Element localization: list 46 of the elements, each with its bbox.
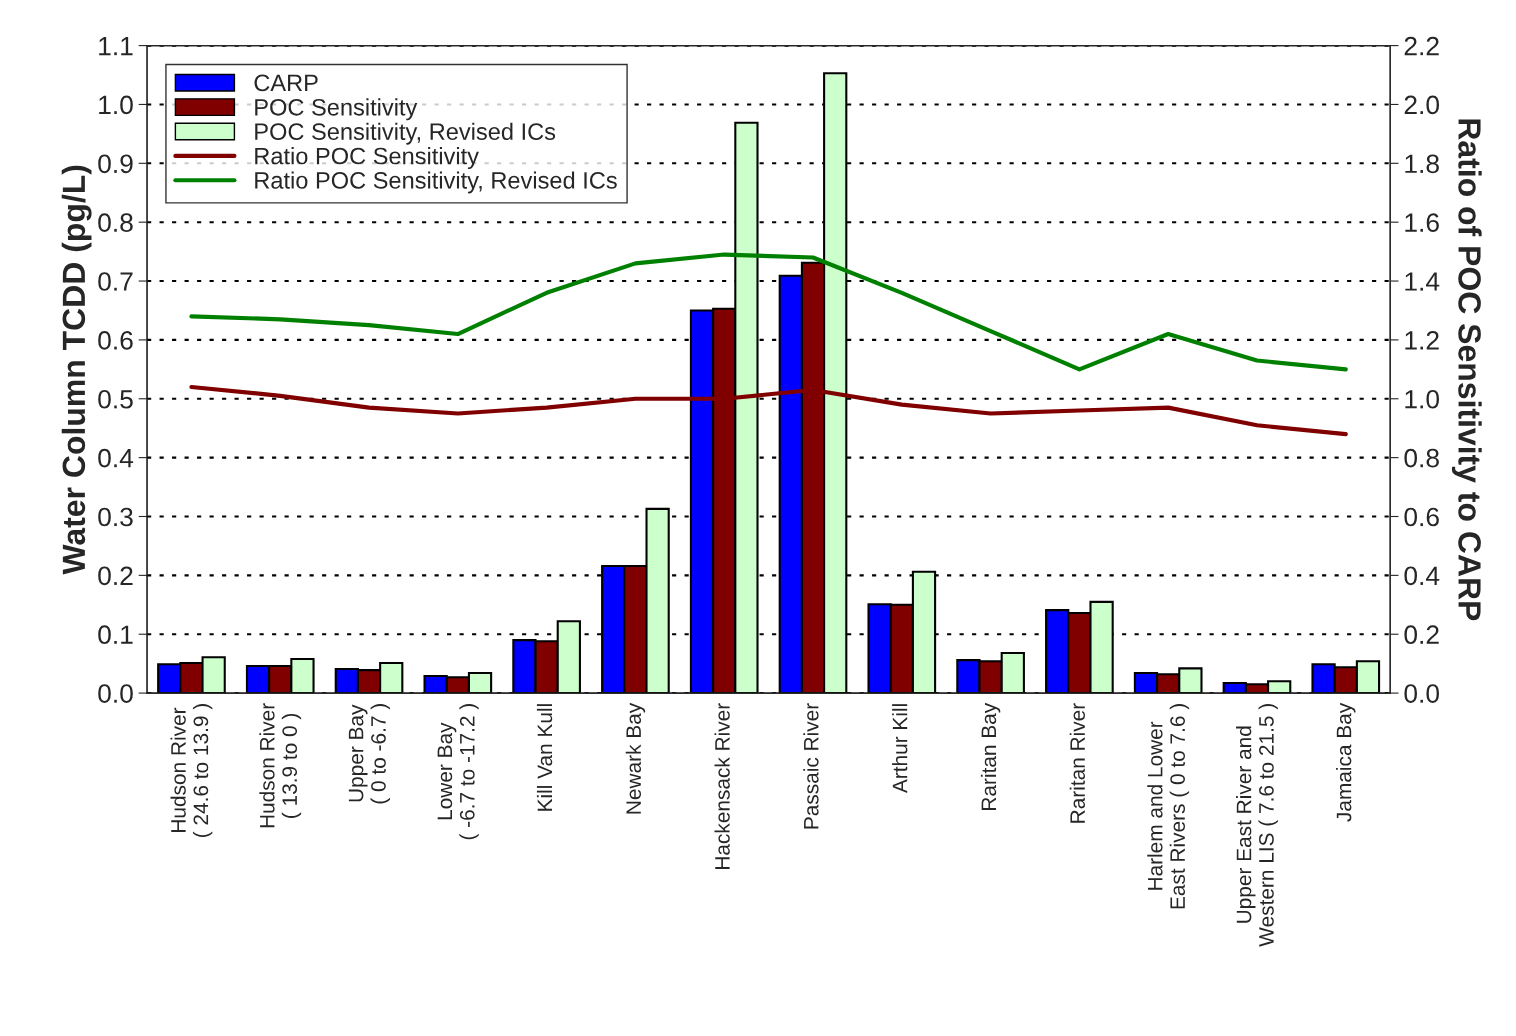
y2-tick-label: 1.8: [1405, 154, 1439, 174]
x-tick-label: Upper East River and Western LIS ( 7.6 to 21.5 ): [1236, 704, 1278, 947]
y2-tick-label: 0.6: [1404, 507, 1439, 527]
x-tick-label: Hudson River ( 24.6 to 13.9 ): [170, 704, 213, 837]
legend-label: Ratio POC Sensitivity, Revised ICs: [255, 171, 617, 194]
x-tick-label: Kill Van Kull: [536, 704, 553, 811]
legend-label: CARP: [254, 74, 318, 92]
x-tick-label: Lower Bay ( -6.7 to -17.2 ): [437, 704, 479, 840]
y2-tick-label: 0.8: [1404, 448, 1439, 468]
y-tick-label: 0.2: [98, 566, 133, 586]
y2-tick-label: 1.4: [1405, 272, 1440, 291]
y2-tick-label: 2.0: [1404, 95, 1440, 115]
x-tick-label: Hackensack River: [714, 703, 730, 869]
y2-tick-label: 0.0: [1404, 684, 1440, 703]
y-tick-label: 0.4: [98, 448, 134, 468]
y-tick-label: 0.0: [98, 684, 133, 703]
y2-axis-title: Ratio of POC Sensitivity to CARP: [1451, 119, 1482, 621]
y-tick-label: 1.1: [99, 36, 133, 56]
legend-label: POC Sensitivity, Revised ICs: [255, 122, 556, 145]
y-tick-label: 0.1: [98, 625, 133, 645]
x-tick-label: Jamaica Bay: [1336, 702, 1356, 822]
x-tick-label: Raritan Bay: [980, 702, 1001, 810]
y-tick-label: 0.9: [98, 154, 133, 174]
y-tick-label: 0.7: [98, 272, 133, 291]
x-tick-label: Hudson River ( 13.9 to 0 ): [259, 703, 302, 828]
y-tick-label: 1.0: [99, 95, 133, 115]
y2-tick-label: 0.4: [1404, 566, 1440, 586]
line-series: [189, 252, 1348, 372]
y2-tick-label: 1.0: [1405, 389, 1440, 409]
x-tick-label: Arthur Kill: [892, 704, 908, 794]
y-tick-label: 0.6: [98, 331, 133, 350]
y-tick-label: 0.5: [98, 389, 133, 409]
y-axis-title: Water Column TCDD (pg/L): [61, 165, 92, 575]
x-tick-label: Raritan River: [1069, 703, 1085, 823]
legend-label: POC Sensitivity: [255, 98, 418, 121]
y-tick-label: 0.8: [98, 213, 133, 232]
legend-label: Ratio POC Sensitivity: [255, 147, 479, 170]
x-tick-label: Newark Bay: [625, 702, 646, 814]
y-tick-label: 0.3: [98, 507, 133, 527]
x-tick-label: Passaic River: [803, 703, 819, 829]
y2-tick-label: 1.6: [1405, 213, 1439, 232]
y2-tick-label: 0.2: [1404, 625, 1439, 645]
y2-tick-label: 2.2: [1404, 36, 1439, 56]
y2-tick-label: 1.2: [1405, 331, 1439, 350]
x-tick-label: Harlem and Lower East Rivers ( 0 to 7.6 ): [1147, 704, 1190, 909]
x-tick-label: Upper Bay ( 0 to -6.7 ): [348, 704, 390, 804]
